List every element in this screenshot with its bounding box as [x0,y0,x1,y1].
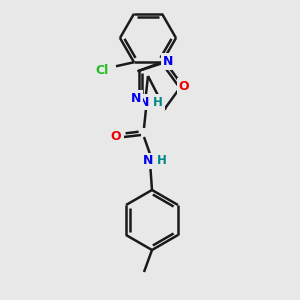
Text: O: O [179,80,189,92]
Text: N: N [130,92,141,105]
Text: H: H [157,154,167,167]
Text: O: O [111,130,121,143]
Text: N: N [139,95,149,109]
Text: N: N [143,154,153,167]
Text: Cl: Cl [95,64,109,77]
Text: N: N [163,55,174,68]
Text: H: H [153,95,163,109]
